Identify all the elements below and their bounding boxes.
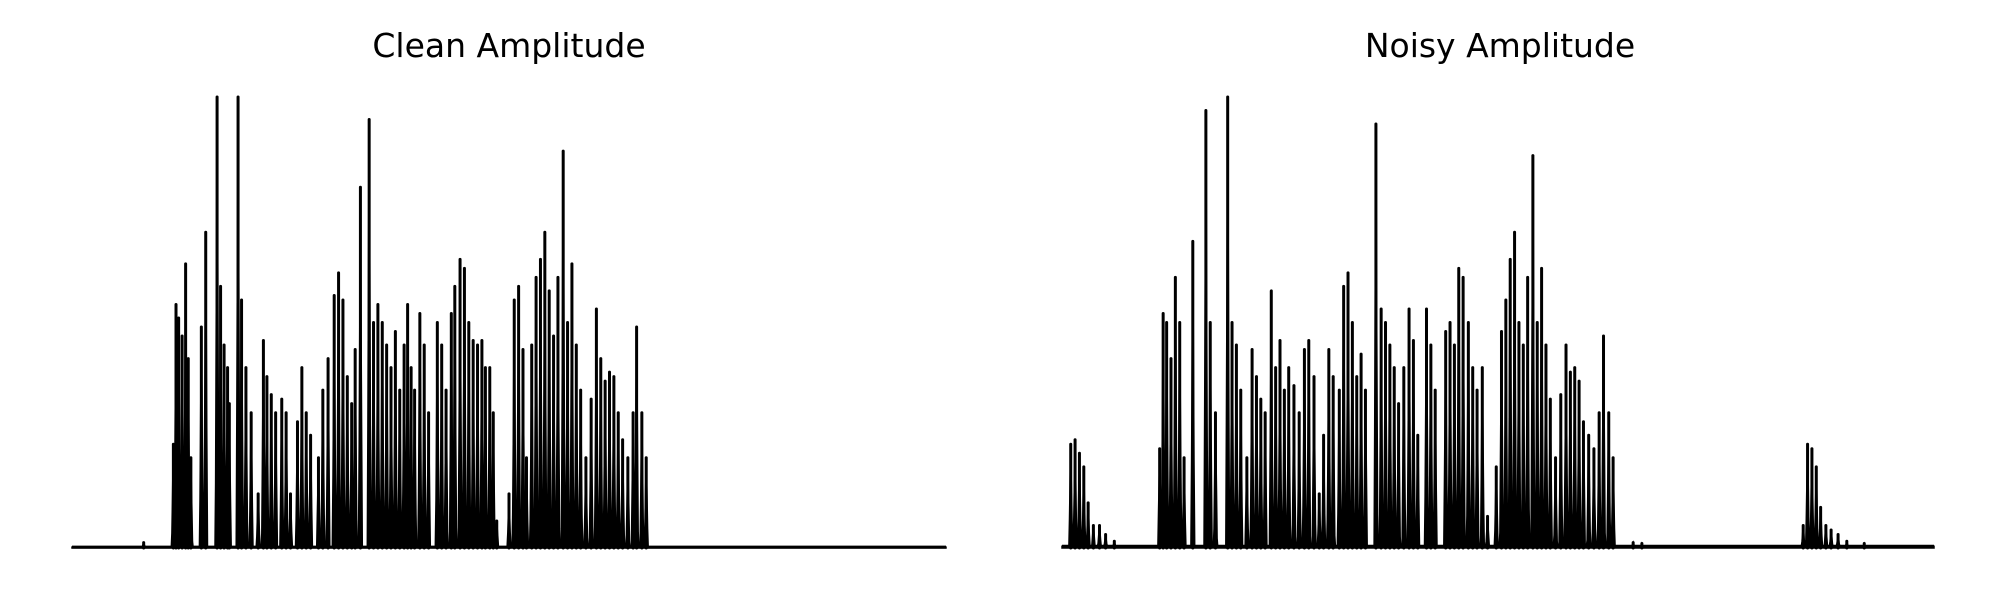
clean-amplitude-title: Clean Amplitude [372,26,645,65]
noisy-amplitude-plot [1061,95,1935,550]
noisy-amplitude-title: Noisy Amplitude [1365,26,1635,65]
clean-amplitude-panel: Clean Amplitude [71,26,947,550]
clean-amplitude-plot [71,95,947,550]
noisy-amplitude-panel: Noisy Amplitude [1061,26,1935,550]
